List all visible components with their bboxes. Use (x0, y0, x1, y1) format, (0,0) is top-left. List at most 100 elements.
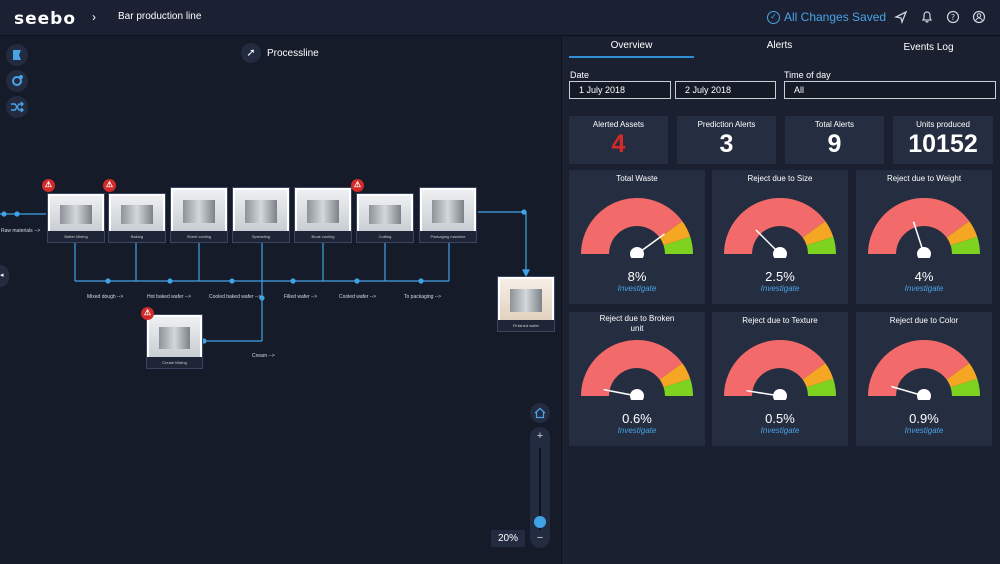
sidebar-assets-button[interactable] (6, 44, 28, 66)
tab-events-log[interactable]: Events Log (903, 42, 954, 53)
user-icon[interactable] (972, 10, 986, 24)
flow-label: Hot baked wafer --> (147, 294, 192, 300)
process-canvas[interactable]: ◂ (0, 37, 560, 564)
gauge-dial (868, 339, 980, 400)
date-label: Date (570, 70, 590, 80)
gauge-reject-size[interactable]: Reject due to Size 2.5% Investigate (712, 170, 848, 304)
zoom-slider[interactable]: + − (530, 427, 550, 548)
gear-icon (12, 75, 23, 86)
breadcrumb[interactable]: Bar production line (118, 11, 202, 22)
machine-image (50, 196, 102, 231)
alert-warning-icon[interactable]: ⚠ (141, 307, 154, 320)
machine-label: Finished wafer (498, 320, 554, 331)
machine-cutting[interactable]: Cutting (356, 193, 414, 243)
zoom-out-button[interactable]: − (536, 532, 544, 544)
kpi-prediction-alerts[interactable]: Prediction Alerts 3 (677, 116, 776, 164)
gauge-value: 8% (627, 269, 647, 284)
time-of-day-select[interactable]: All (784, 81, 996, 99)
time-of-day-label: Time of day (784, 70, 831, 80)
gauge-hub (773, 389, 787, 400)
machine-label: Cream Mixing (147, 357, 202, 368)
machine-book-cooling[interactable]: Book cooling (294, 187, 352, 243)
gauge-title: Total Waste (616, 174, 658, 183)
finished-wafer[interactable]: Finished wafer (497, 276, 555, 332)
date-to-field[interactable]: 2 July 2018 (675, 81, 776, 99)
investigate-link[interactable]: Investigate (617, 426, 657, 435)
investigate-link[interactable]: Investigate (904, 426, 944, 435)
tab-alerts[interactable]: Alerts (766, 40, 793, 51)
gauge-reject-color[interactable]: Reject due to Color 0.9% Investigate (856, 312, 992, 446)
investigate-link[interactable]: Investigate (760, 426, 800, 435)
machine-image (111, 196, 163, 231)
arrow-up-icon: ➚ (241, 43, 261, 63)
gauge-dial (724, 339, 836, 400)
send-icon[interactable] (894, 10, 908, 24)
machine-cream-mixing[interactable]: Cream Mixing (146, 314, 203, 369)
sidebar-settings-button[interactable] (6, 70, 28, 92)
investigate-link[interactable]: Investigate (760, 284, 800, 293)
home-icon (534, 407, 546, 419)
alert-warning-icon[interactable]: ⚠ (351, 179, 364, 192)
machine-label: Spreading (233, 231, 289, 242)
sidebar-shuffle-button[interactable] (6, 96, 28, 118)
home-button[interactable] (530, 403, 550, 423)
top-bar: seebo › Bar production line ✓ All Change… (0, 0, 1000, 36)
collapse-panel-button[interactable]: ◂ (0, 265, 9, 287)
kpi-title: Units produced (916, 120, 970, 129)
kpi-units-produced[interactable]: Units produced 10152 (893, 116, 993, 164)
tab-overview[interactable]: Overview (569, 40, 694, 58)
canvas-title: ➚ Processline (241, 43, 319, 63)
zoom-track-line (539, 448, 541, 530)
kpi-value: 9 (827, 130, 842, 158)
gauge-reject-texture[interactable]: Reject due to Texture 0.5% Investigate (712, 312, 848, 446)
gauge-value: 0.9% (909, 411, 939, 426)
breadcrumb-chevron-icon: › (92, 10, 96, 24)
machine-image (422, 190, 474, 231)
machine-batter-mixing[interactable]: Batter Mixing (47, 193, 105, 243)
machine-sheet-cooling[interactable]: Sheet cooling (170, 187, 228, 243)
gauge-reject-weight[interactable]: Reject due to Weight 4% Investigate (856, 170, 992, 304)
gauge-dial (868, 197, 980, 258)
machine-packaging[interactable]: Packaging machine (419, 187, 477, 243)
gauge-title: Reject due to Texture (742, 316, 818, 325)
machine-image (173, 190, 225, 231)
save-status-text: All Changes Saved (784, 10, 887, 24)
logo[interactable]: seebo (14, 9, 77, 29)
gauge-title: Reject due to Broken unit (599, 314, 675, 333)
flow-label-raw: Raw materials --> (1, 228, 41, 234)
gauge-dial (581, 339, 693, 400)
kpi-title: Alerted Assets (592, 120, 645, 129)
gauge-total-waste[interactable]: Total Waste 8% Investigate (569, 170, 705, 304)
kpi-title: Total Alerts (814, 120, 855, 129)
machine-label: Baking (109, 231, 165, 242)
investigate-link[interactable]: Investigate (617, 284, 657, 293)
machine-label: Packaging machine (420, 231, 476, 242)
machine-label: Cutting (357, 231, 413, 242)
kpi-title: Prediction Alerts (697, 120, 756, 129)
zoom-handle[interactable] (534, 516, 546, 528)
alert-warning-icon[interactable]: ⚠ (42, 179, 55, 192)
flag-icon (13, 50, 21, 60)
machine-label: Batter Mixing (48, 231, 104, 242)
kpi-alerted-assets[interactable]: Alerted Assets 4 (569, 116, 668, 164)
kpi-value: 3 (719, 130, 734, 158)
alert-warning-icon[interactable]: ⚠ (103, 179, 116, 192)
bell-icon[interactable] (920, 10, 934, 24)
gauge-dial (581, 197, 693, 258)
gauge-reject-broken[interactable]: Reject due to Broken unit 0.6% Investigate (569, 312, 705, 446)
svg-text:?: ? (951, 13, 955, 22)
gauge-value: 2.5% (765, 269, 795, 284)
investigate-link[interactable]: Investigate (904, 284, 944, 293)
save-status: ✓ All Changes Saved (767, 10, 886, 24)
kpi-total-alerts[interactable]: Total Alerts 9 (785, 116, 884, 164)
machine-image (359, 196, 411, 231)
gauge-dial (724, 197, 836, 258)
canvas-title-text: Processline (267, 47, 319, 59)
help-icon[interactable]: ? (946, 10, 960, 24)
date-from-field[interactable]: 1 July 2018 (569, 81, 671, 99)
zoom-in-button[interactable]: + (536, 430, 544, 442)
machine-spreading[interactable]: Spreading (232, 187, 290, 243)
flow-label: Mixed dough --> (87, 294, 124, 300)
flow-label: To packaging --> (404, 294, 442, 300)
machine-baking[interactable]: Baking (108, 193, 166, 243)
